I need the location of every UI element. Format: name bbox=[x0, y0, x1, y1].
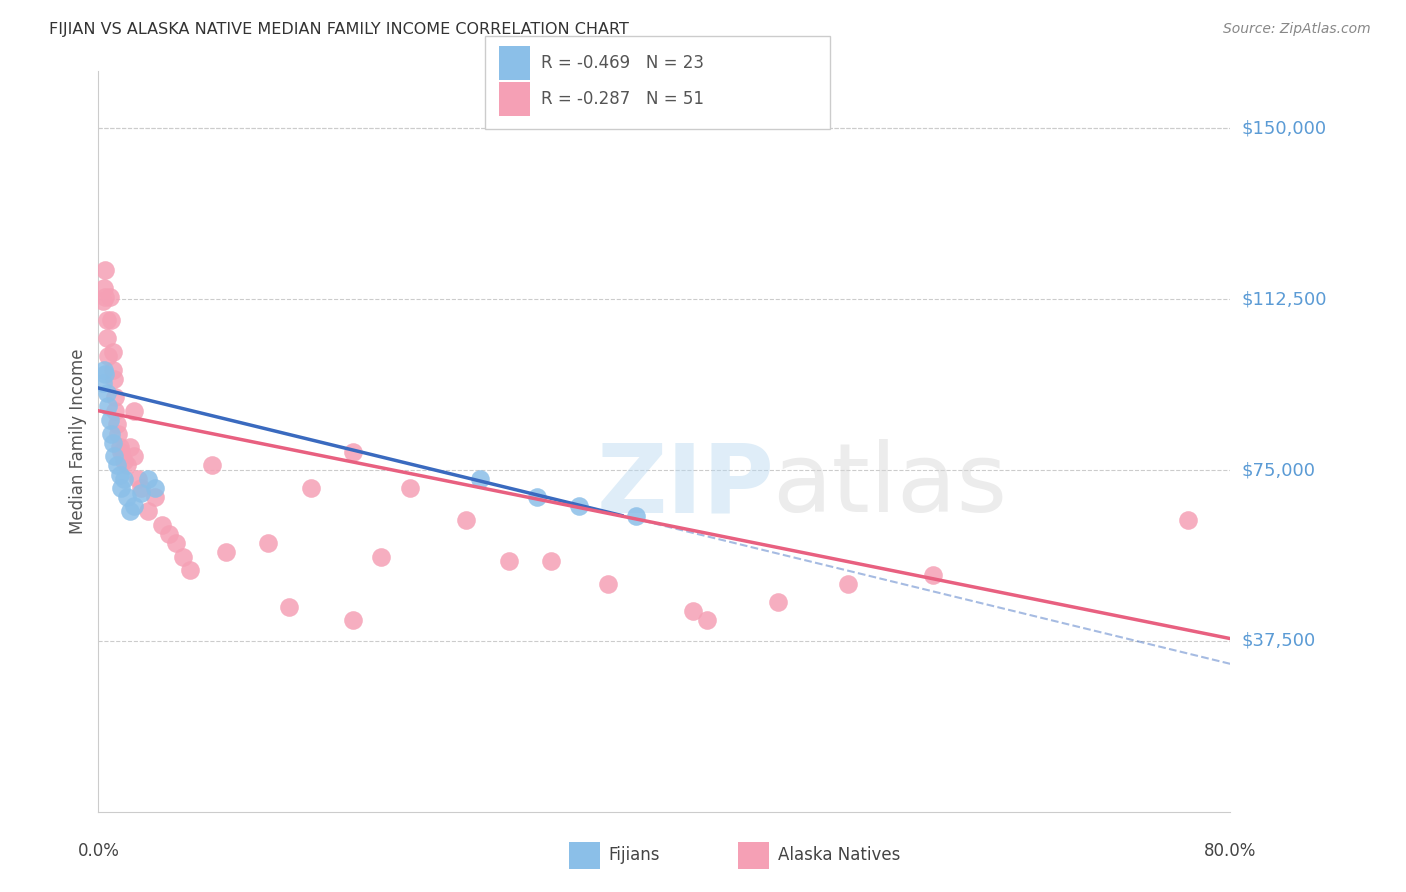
Text: Source: ZipAtlas.com: Source: ZipAtlas.com bbox=[1223, 22, 1371, 37]
Point bbox=[1177, 513, 1199, 527]
Point bbox=[93, 281, 115, 295]
Point bbox=[101, 435, 124, 450]
Point bbox=[470, 472, 492, 486]
Point bbox=[110, 481, 132, 495]
Point bbox=[115, 458, 138, 473]
Text: R = -0.287   N = 51: R = -0.287 N = 51 bbox=[541, 90, 704, 108]
Point bbox=[91, 294, 114, 309]
Point bbox=[837, 577, 859, 591]
Point bbox=[127, 472, 149, 486]
Point bbox=[118, 504, 141, 518]
Point bbox=[115, 491, 138, 505]
Point bbox=[93, 363, 115, 377]
Point bbox=[110, 444, 132, 458]
Point bbox=[278, 599, 301, 614]
Point bbox=[157, 526, 180, 541]
Text: Alaska Natives: Alaska Natives bbox=[778, 847, 900, 864]
Point bbox=[596, 577, 619, 591]
Point bbox=[342, 613, 364, 627]
Point bbox=[101, 363, 124, 377]
Point bbox=[96, 385, 118, 400]
Text: 0.0%: 0.0% bbox=[77, 842, 120, 860]
Point bbox=[624, 508, 647, 523]
Point bbox=[122, 450, 145, 464]
Point bbox=[100, 426, 122, 441]
Point bbox=[165, 536, 187, 550]
Point bbox=[129, 481, 152, 495]
Point bbox=[96, 312, 118, 326]
Point bbox=[568, 500, 591, 514]
Point bbox=[107, 426, 129, 441]
Point bbox=[456, 513, 478, 527]
Point bbox=[103, 450, 125, 464]
Point bbox=[922, 567, 945, 582]
Point bbox=[98, 290, 121, 304]
Text: $37,500: $37,500 bbox=[1241, 632, 1316, 650]
Point bbox=[257, 536, 280, 550]
Point bbox=[94, 290, 117, 304]
Point bbox=[122, 404, 145, 418]
Point bbox=[143, 491, 166, 505]
Point bbox=[540, 554, 562, 568]
Point bbox=[103, 372, 125, 386]
Point bbox=[96, 331, 118, 345]
Point bbox=[498, 554, 520, 568]
Point bbox=[150, 517, 173, 532]
Point bbox=[342, 444, 364, 458]
Point bbox=[108, 467, 131, 482]
Point bbox=[97, 399, 120, 413]
Point bbox=[215, 545, 238, 559]
Point bbox=[136, 504, 159, 518]
Point bbox=[112, 472, 135, 486]
Point bbox=[682, 604, 704, 618]
Text: $150,000: $150,000 bbox=[1241, 120, 1326, 137]
Point bbox=[104, 404, 127, 418]
Point bbox=[105, 458, 128, 473]
Point bbox=[201, 458, 224, 473]
Point bbox=[179, 563, 201, 577]
Point bbox=[94, 262, 117, 277]
Y-axis label: Median Family Income: Median Family Income bbox=[69, 349, 87, 534]
Point bbox=[129, 485, 152, 500]
Point bbox=[136, 472, 159, 486]
Point bbox=[766, 595, 789, 609]
Point bbox=[122, 500, 145, 514]
Point bbox=[696, 613, 718, 627]
Text: R = -0.469   N = 23: R = -0.469 N = 23 bbox=[541, 54, 704, 72]
Point bbox=[143, 481, 166, 495]
Point bbox=[97, 349, 120, 363]
Text: atlas: atlas bbox=[772, 440, 1007, 533]
Text: $112,500: $112,500 bbox=[1241, 290, 1327, 308]
Point bbox=[398, 481, 420, 495]
Point bbox=[526, 491, 548, 505]
Text: FIJIAN VS ALASKA NATIVE MEDIAN FAMILY INCOME CORRELATION CHART: FIJIAN VS ALASKA NATIVE MEDIAN FAMILY IN… bbox=[49, 22, 628, 37]
Point bbox=[118, 440, 141, 454]
Point bbox=[91, 376, 114, 391]
Point bbox=[101, 344, 124, 359]
Point bbox=[98, 413, 121, 427]
Point bbox=[94, 368, 117, 382]
Text: 80.0%: 80.0% bbox=[1204, 842, 1257, 860]
Point bbox=[108, 440, 131, 454]
Point bbox=[370, 549, 392, 564]
Text: ZIP: ZIP bbox=[596, 440, 775, 533]
Text: Fijians: Fijians bbox=[609, 847, 661, 864]
Text: $75,000: $75,000 bbox=[1241, 461, 1316, 479]
Point bbox=[100, 312, 122, 326]
Point bbox=[112, 454, 135, 468]
Point bbox=[172, 549, 194, 564]
Point bbox=[299, 481, 322, 495]
Point bbox=[104, 390, 127, 404]
Point bbox=[105, 417, 128, 432]
